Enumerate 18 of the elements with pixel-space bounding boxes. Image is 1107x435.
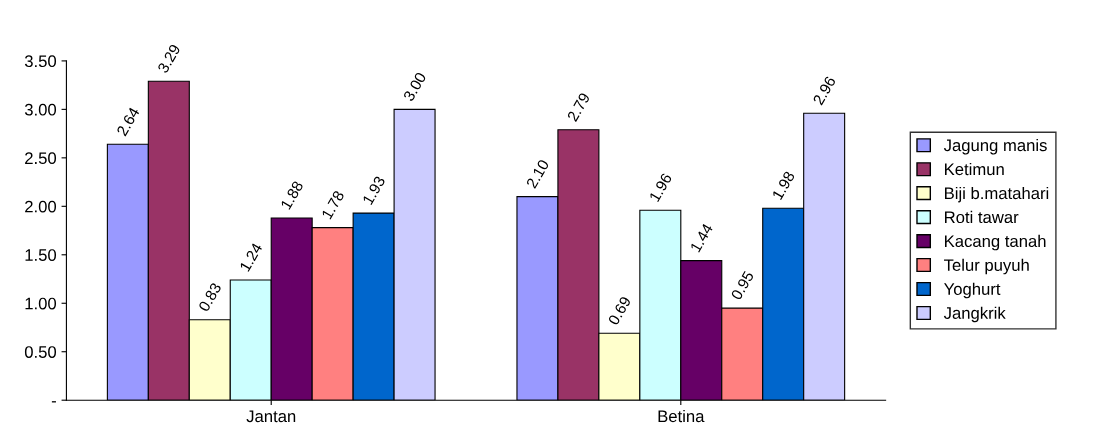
x-tick-label: Betina [658, 409, 705, 423]
legend-label: Biji b.matahari [945, 186, 1049, 203]
legend-label: Roti tawar [945, 210, 1019, 224]
y-tick-label: - [51, 401, 56, 403]
y-tick-label: 0.50 [24, 346, 57, 358]
y-tick-label: 2.50 [25, 152, 57, 165]
legend-label: Jangkrik [943, 306, 1006, 323]
legend-label: Kacang tanah [945, 234, 1046, 251]
legend-label: Yoghurt [944, 282, 1001, 299]
y-tick-label: 1.50 [25, 249, 57, 261]
y-tick-label: 1.00 [25, 297, 57, 310]
y-tick-label: 2.00 [25, 200, 57, 213]
y-tick-label: 3.50 [24, 55, 57, 68]
x-tick-label: Jantan [246, 410, 296, 423]
legend-label: Ketimun [945, 162, 1004, 176]
legend-label: Jagung manis [943, 138, 1047, 155]
legend-label: Telur puyuh [944, 258, 1029, 275]
y-tick-label: 3.00 [24, 103, 57, 116]
